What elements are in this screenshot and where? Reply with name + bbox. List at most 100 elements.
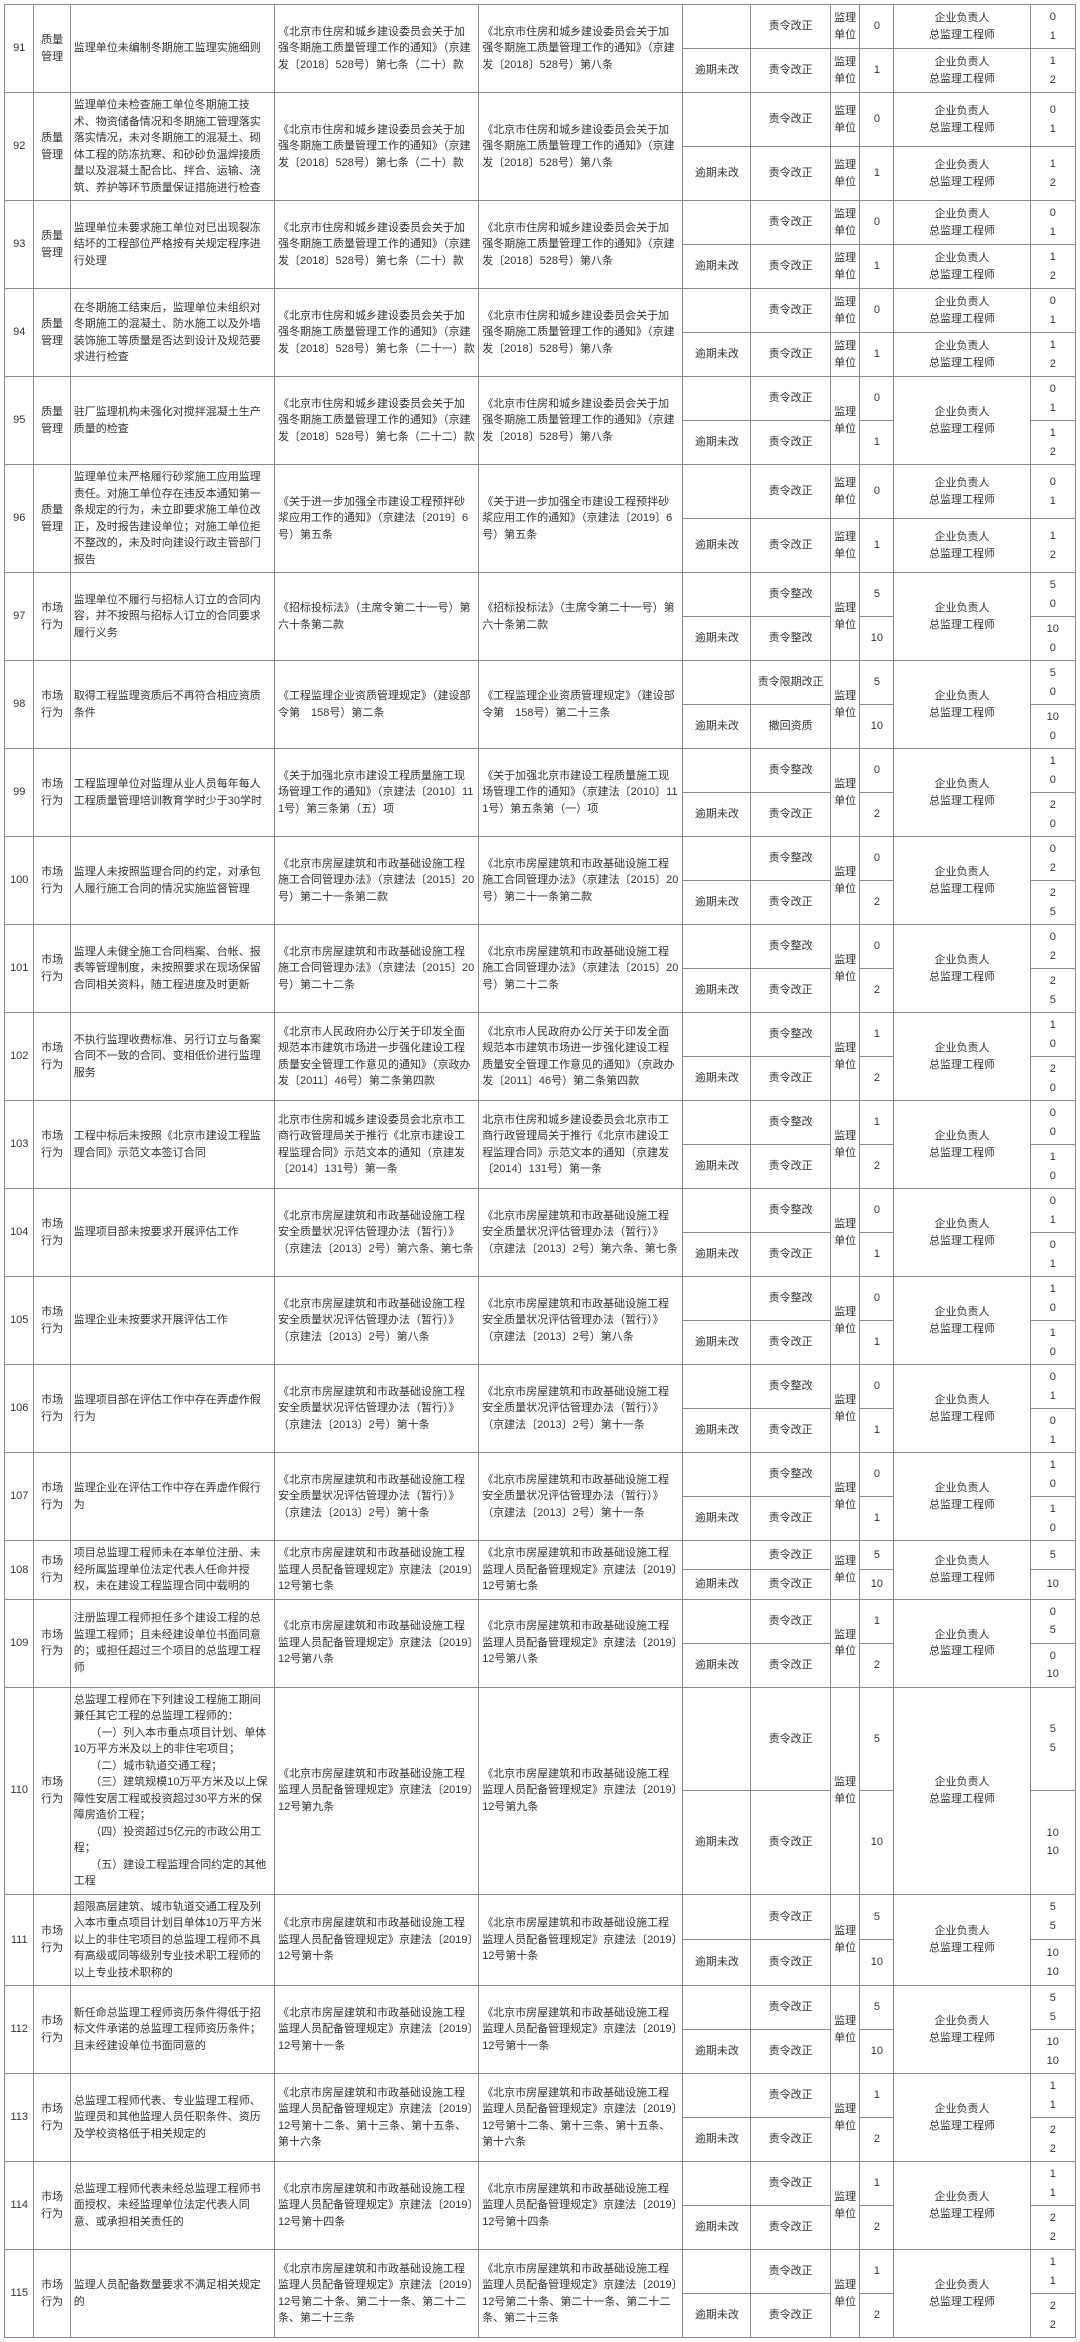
responsible: 企业负责人总监理工程师 [894, 1541, 1030, 1600]
status [683, 2250, 751, 2294]
score-2: 01 [1030, 201, 1075, 245]
score-1: 1 [860, 245, 894, 289]
status: 逾期未改 [683, 1321, 751, 1365]
action: 责令改正 [751, 1233, 830, 1277]
status: 逾期未改 [683, 1145, 751, 1189]
row-index: 110 [5, 1687, 34, 1894]
row-index: 94 [5, 289, 34, 377]
behavior: 在冬期施工结束后，监理单位未组织对冬期施工的混凝土、防水施工以及外墙装饰施工等质… [70, 289, 274, 377]
status [683, 1277, 751, 1321]
category: 市场行为 [34, 573, 70, 661]
category: 市场行为 [34, 1541, 70, 1600]
responsible: 企业负责人总监理工程师 [894, 1599, 1030, 1687]
action: 责令改正 [751, 1409, 830, 1453]
status: 逾期未改 [683, 1643, 751, 1687]
behavior: 工程监理单位对监理从业人员每年每人工程质量管理培训教育学时少于30学时 [70, 749, 274, 837]
unit: 监理单位 [830, 201, 859, 245]
score-2: 12 [1030, 245, 1075, 289]
regulation-2: 《关于加强北京市建设工程质量施工现场管理工作的通知》（京建法〔2010〕111号… [479, 749, 683, 837]
status: 逾期未改 [683, 1497, 751, 1541]
status [683, 925, 751, 969]
status: 逾期未改 [683, 1791, 751, 1895]
action: 责令改正 [751, 201, 830, 245]
score-2: 12 [1030, 519, 1075, 573]
action: 责令改正 [751, 1570, 830, 1599]
status [683, 1541, 751, 1570]
responsible: 企业负责人总监理工程师 [894, 1101, 1030, 1189]
score-1: 5 [860, 1687, 894, 1791]
action: 责令整改 [751, 1453, 830, 1497]
score-1: 2 [860, 1643, 894, 1687]
unit: 监理单位 [830, 377, 859, 465]
action: 责令改正 [751, 2250, 830, 2294]
category: 市场行为 [34, 1189, 70, 1277]
table-row: 105市场行为监理企业未按要求开展评估工作《北京市房屋建筑和市政基础设施工程安全… [5, 1277, 1076, 1321]
status: 逾期未改 [683, 1570, 751, 1599]
action: 责令改正 [751, 1894, 830, 1940]
score-2: 100 [1030, 617, 1075, 661]
regulation-2: 《北京市住房和城乡建设委员会关于加强冬期施工质量管理工作的通知》（京建发〔201… [479, 5, 683, 93]
regulation-1: 《北京市房屋建筑和市政基础设施工程监理人员配备管理规定》京建法〔2019〕12号… [274, 1894, 478, 1986]
score-1: 10 [860, 2030, 894, 2074]
table-row: 112市场行为新任命总监理工程师资历条件得低于招标文件承诺的总监理工程师资历条件… [5, 1986, 1076, 2030]
action: 责令改正 [751, 245, 830, 289]
regulation-1: 北京市住房和城乡建设委员会北京市工商行政管理局关于推行《北京市建设工程监理合同》… [274, 1101, 478, 1189]
score-1: 1 [860, 421, 894, 465]
responsible: 企业负责人总监理工程师 [894, 49, 1030, 93]
score-2: 01 [1030, 1189, 1075, 1233]
behavior: 项目总监理工程师未在本单位注册、未经所属监理单位法定代表人任命并授权，未在建设工… [70, 1541, 274, 1600]
status [683, 1986, 751, 2030]
action: 责令整改 [751, 925, 830, 969]
action: 责令限期改正 [751, 661, 830, 705]
action: 责令改正 [751, 969, 830, 1013]
regulation-1: 《北京市房屋建筑和市政基础设施工程监理人员配备管理规定》京建法〔2019〕12号… [274, 1986, 478, 2074]
action: 责令整改 [751, 1101, 830, 1145]
table-row: 107市场行为监理企业在评估工作中存在弄虚作假行为《北京市房屋建筑和市政基础设施… [5, 1453, 1076, 1497]
action: 责令整改 [751, 1189, 830, 1233]
responsible: 企业负责人总监理工程师 [894, 333, 1030, 377]
action: 责令改正 [751, 377, 830, 421]
action: 责令整改 [751, 617, 830, 661]
row-index: 101 [5, 925, 34, 1013]
score-2: 55 [1030, 1986, 1075, 2030]
regulation-2: 《北京市房屋建筑和市政基础设施工程监理人员配备管理规定》京建法〔2019〕12号… [479, 1894, 683, 1986]
status [683, 1599, 751, 1643]
responsible: 企业负责人总监理工程师 [894, 573, 1030, 661]
behavior: 监理单位不履行与招标人订立的合同内容，并不按照与招标人订立的合同要求履行义务 [70, 573, 274, 661]
responsible: 企业负责人总监理工程师 [894, 519, 1030, 573]
status: 逾期未改 [683, 147, 751, 201]
row-index: 106 [5, 1365, 34, 1453]
category: 质量管理 [34, 377, 70, 465]
status [683, 2074, 751, 2118]
behavior: 监理企业未按要求开展评估工作 [70, 1277, 274, 1365]
responsible: 企业负责人总监理工程师 [894, 837, 1030, 925]
table-row: 98市场行为取得工程监理资质后不再符合相应资质条件《工程监理企业资质管理规定》（… [5, 661, 1076, 705]
responsible: 企业负责人总监理工程师 [894, 289, 1030, 333]
table-row: 97市场行为监理单位不履行与招标人订立的合同内容，并不按照与招标人订立的合同要求… [5, 573, 1076, 617]
behavior: 监理企业在评估工作中存在弄虚作假行为 [70, 1453, 274, 1541]
score-2: 55 [1030, 1894, 1075, 1940]
status [683, 201, 751, 245]
category: 市场行为 [34, 925, 70, 1013]
score-1: 1 [860, 2250, 894, 2294]
table-row: 96质量管理监理单位未严格履行砂浆施工应用监理责任。对施工单位存在违反本通知第一… [5, 465, 1076, 519]
unit: 监理单位 [830, 49, 859, 93]
status: 逾期未改 [683, 969, 751, 1013]
regulation-2: 《北京市房屋建筑和市政基础设施工程施工合同管理办法》（京建法〔2015〕20号）… [479, 837, 683, 925]
table-row: 114市场行为总监理工程师代表未经总监理工程师书面授权、未经监理单位法定代表人同… [5, 2162, 1076, 2206]
score-2: 12 [1030, 49, 1075, 93]
score-2: 25 [1030, 969, 1075, 1013]
regulation-1: 《北京市房屋建筑和市政基础设施工程安全质量状况评估管理办法（暂行）》（京建法〔2… [274, 1277, 478, 1365]
action: 责令改正 [751, 147, 830, 201]
responsible: 企业负责人总监理工程师 [894, 2162, 1030, 2250]
score-2: 01 [1030, 1233, 1075, 1277]
regulation-2: 《北京市房屋建筑和市政基础设施工程施工合同管理办法》（京建法〔2015〕20号）… [479, 925, 683, 1013]
status [683, 5, 751, 49]
row-index: 91 [5, 5, 34, 93]
action: 责令改正 [751, 93, 830, 147]
score-1: 10 [860, 1570, 894, 1599]
status [683, 1189, 751, 1233]
category: 市场行为 [34, 1365, 70, 1453]
action: 撤回资质 [751, 705, 830, 749]
status [683, 573, 751, 617]
